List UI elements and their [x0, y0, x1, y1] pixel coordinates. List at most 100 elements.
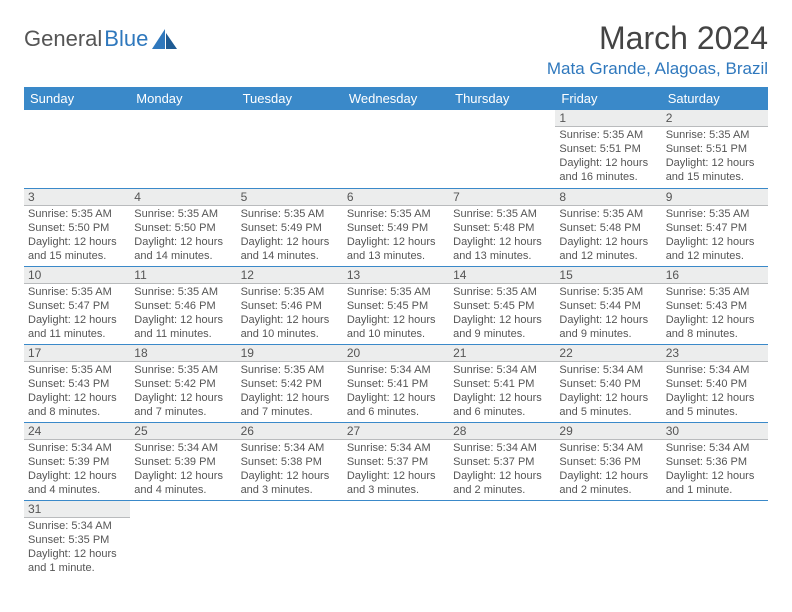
daylight: Daylight: 12 hours and 12 minutes. — [559, 235, 657, 263]
sunrise: Sunrise: 5:35 AM — [241, 207, 339, 221]
day-details: Sunrise: 5:34 AMSunset: 5:35 PMDaylight:… — [24, 518, 130, 577]
day-number: 20 — [343, 345, 449, 362]
daylight: Daylight: 12 hours and 15 minutes. — [28, 235, 126, 263]
day-header: Friday — [555, 87, 661, 110]
sunset: Sunset: 5:36 PM — [559, 455, 657, 469]
day-details: Sunrise: 5:35 AMSunset: 5:47 PMDaylight:… — [662, 206, 768, 265]
sunset: Sunset: 5:42 PM — [134, 377, 232, 391]
sunrise: Sunrise: 5:35 AM — [666, 285, 764, 299]
day-number: 8 — [555, 189, 661, 206]
calendar-day: 12Sunrise: 5:35 AMSunset: 5:46 PMDayligh… — [237, 266, 343, 344]
sunrise: Sunrise: 5:35 AM — [347, 285, 445, 299]
day-number: 6 — [343, 189, 449, 206]
day-details: Sunrise: 5:34 AMSunset: 5:36 PMDaylight:… — [555, 440, 661, 499]
sunrise: Sunrise: 5:35 AM — [559, 128, 657, 142]
calendar-day: 25Sunrise: 5:34 AMSunset: 5:39 PMDayligh… — [130, 422, 236, 500]
calendar-day: 22Sunrise: 5:34 AMSunset: 5:40 PMDayligh… — [555, 344, 661, 422]
daylight: Daylight: 12 hours and 3 minutes. — [241, 469, 339, 497]
sunset: Sunset: 5:47 PM — [666, 221, 764, 235]
day-header: Wednesday — [343, 87, 449, 110]
day-details: Sunrise: 5:35 AMSunset: 5:44 PMDaylight:… — [555, 284, 661, 343]
sunset: Sunset: 5:50 PM — [134, 221, 232, 235]
sunset: Sunset: 5:37 PM — [347, 455, 445, 469]
calendar-week: 10Sunrise: 5:35 AMSunset: 5:47 PMDayligh… — [24, 266, 768, 344]
month-title: March 2024 — [547, 20, 768, 57]
sunrise: Sunrise: 5:34 AM — [666, 363, 764, 377]
sunrise: Sunrise: 5:35 AM — [134, 363, 232, 377]
sunset: Sunset: 5:48 PM — [453, 221, 551, 235]
title-block: March 2024 Mata Grande, Alagoas, Brazil — [547, 20, 768, 79]
calendar-day: 4Sunrise: 5:35 AMSunset: 5:50 PMDaylight… — [130, 188, 236, 266]
calendar-day-empty — [237, 110, 343, 188]
sunset: Sunset: 5:41 PM — [347, 377, 445, 391]
calendar-week: 24Sunrise: 5:34 AMSunset: 5:39 PMDayligh… — [24, 422, 768, 500]
sunset: Sunset: 5:49 PM — [347, 221, 445, 235]
sunset: Sunset: 5:47 PM — [28, 299, 126, 313]
day-details: Sunrise: 5:35 AMSunset: 5:45 PMDaylight:… — [449, 284, 555, 343]
sunset: Sunset: 5:50 PM — [28, 221, 126, 235]
sunrise: Sunrise: 5:34 AM — [134, 441, 232, 455]
calendar-day: 7Sunrise: 5:35 AMSunset: 5:48 PMDaylight… — [449, 188, 555, 266]
day-number: 26 — [237, 423, 343, 440]
calendar-day: 18Sunrise: 5:35 AMSunset: 5:42 PMDayligh… — [130, 344, 236, 422]
daylight: Daylight: 12 hours and 5 minutes. — [666, 391, 764, 419]
calendar-day: 10Sunrise: 5:35 AMSunset: 5:47 PMDayligh… — [24, 266, 130, 344]
calendar-day: 28Sunrise: 5:34 AMSunset: 5:37 PMDayligh… — [449, 422, 555, 500]
calendar-day: 6Sunrise: 5:35 AMSunset: 5:49 PMDaylight… — [343, 188, 449, 266]
calendar-day: 17Sunrise: 5:35 AMSunset: 5:43 PMDayligh… — [24, 344, 130, 422]
daylight: Daylight: 12 hours and 3 minutes. — [347, 469, 445, 497]
sunset: Sunset: 5:44 PM — [559, 299, 657, 313]
logo: GeneralBlue — [24, 20, 178, 52]
day-number: 21 — [449, 345, 555, 362]
day-number: 29 — [555, 423, 661, 440]
day-details: Sunrise: 5:35 AMSunset: 5:51 PMDaylight:… — [555, 127, 661, 186]
day-details: Sunrise: 5:35 AMSunset: 5:50 PMDaylight:… — [130, 206, 236, 265]
sunset: Sunset: 5:41 PM — [453, 377, 551, 391]
daylight: Daylight: 12 hours and 15 minutes. — [666, 156, 764, 184]
day-number: 13 — [343, 267, 449, 284]
sunrise: Sunrise: 5:35 AM — [241, 363, 339, 377]
calendar-day: 1Sunrise: 5:35 AMSunset: 5:51 PMDaylight… — [555, 110, 661, 188]
day-number: 12 — [237, 267, 343, 284]
calendar-week: 3Sunrise: 5:35 AMSunset: 5:50 PMDaylight… — [24, 188, 768, 266]
daylight: Daylight: 12 hours and 12 minutes. — [666, 235, 764, 263]
sunrise: Sunrise: 5:34 AM — [28, 441, 126, 455]
daylight: Daylight: 12 hours and 8 minutes. — [666, 313, 764, 341]
day-number: 11 — [130, 267, 236, 284]
logo-text-1: General — [24, 26, 102, 52]
calendar-day-empty — [130, 500, 236, 578]
daylight: Daylight: 12 hours and 14 minutes. — [134, 235, 232, 263]
calendar-day: 16Sunrise: 5:35 AMSunset: 5:43 PMDayligh… — [662, 266, 768, 344]
day-details: Sunrise: 5:34 AMSunset: 5:40 PMDaylight:… — [555, 362, 661, 421]
sunrise: Sunrise: 5:35 AM — [28, 285, 126, 299]
sunrise: Sunrise: 5:35 AM — [28, 207, 126, 221]
day-number: 27 — [343, 423, 449, 440]
sunrise: Sunrise: 5:35 AM — [666, 128, 764, 142]
day-number: 31 — [24, 501, 130, 518]
day-details: Sunrise: 5:35 AMSunset: 5:46 PMDaylight:… — [130, 284, 236, 343]
day-details: Sunrise: 5:35 AMSunset: 5:46 PMDaylight:… — [237, 284, 343, 343]
calendar-day-empty — [343, 110, 449, 188]
location: Mata Grande, Alagoas, Brazil — [547, 59, 768, 79]
day-number: 18 — [130, 345, 236, 362]
day-number: 5 — [237, 189, 343, 206]
daylight: Daylight: 12 hours and 10 minutes. — [347, 313, 445, 341]
sunset: Sunset: 5:45 PM — [453, 299, 551, 313]
calendar-day: 19Sunrise: 5:35 AMSunset: 5:42 PMDayligh… — [237, 344, 343, 422]
calendar-day: 15Sunrise: 5:35 AMSunset: 5:44 PMDayligh… — [555, 266, 661, 344]
sunrise: Sunrise: 5:35 AM — [666, 207, 764, 221]
calendar-day-empty — [449, 500, 555, 578]
daylight: Daylight: 12 hours and 11 minutes. — [28, 313, 126, 341]
daylight: Daylight: 12 hours and 5 minutes. — [559, 391, 657, 419]
calendar-day: 8Sunrise: 5:35 AMSunset: 5:48 PMDaylight… — [555, 188, 661, 266]
sunset: Sunset: 5:36 PM — [666, 455, 764, 469]
sunrise: Sunrise: 5:35 AM — [241, 285, 339, 299]
sunrise: Sunrise: 5:35 AM — [347, 207, 445, 221]
sunset: Sunset: 5:38 PM — [241, 455, 339, 469]
daylight: Daylight: 12 hours and 8 minutes. — [28, 391, 126, 419]
sunrise: Sunrise: 5:34 AM — [241, 441, 339, 455]
daylight: Daylight: 12 hours and 4 minutes. — [134, 469, 232, 497]
calendar-day: 27Sunrise: 5:34 AMSunset: 5:37 PMDayligh… — [343, 422, 449, 500]
calendar-day: 13Sunrise: 5:35 AMSunset: 5:45 PMDayligh… — [343, 266, 449, 344]
day-details: Sunrise: 5:34 AMSunset: 5:38 PMDaylight:… — [237, 440, 343, 499]
